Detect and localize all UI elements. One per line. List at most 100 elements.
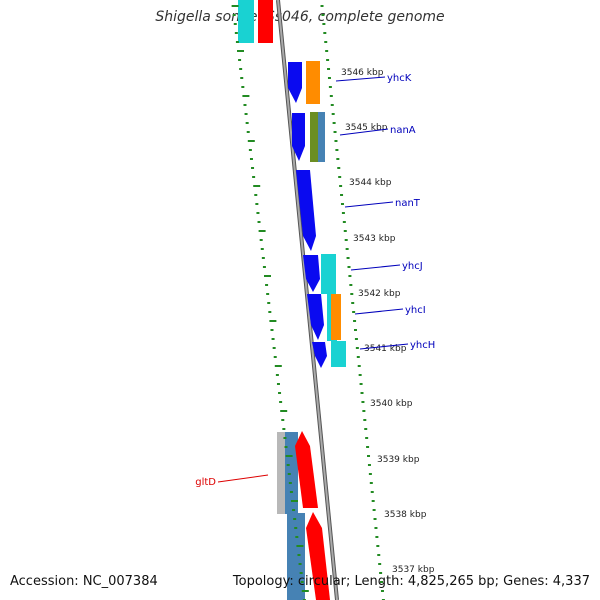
track-dot — [373, 518, 377, 520]
gene-label-yhcJ: yhcJ — [402, 261, 423, 272]
track-dot — [362, 410, 366, 412]
track-dot — [350, 293, 354, 295]
track-dot — [345, 248, 349, 250]
track-dot — [235, 41, 239, 43]
track-dot — [378, 563, 382, 565]
track-dot — [357, 365, 361, 367]
track-dot — [255, 203, 259, 205]
kbp-labels: 3546 kbp 3545 kbp 3544 kbp 3543 kbp 3542 kbp… — [341, 68, 435, 575]
gene-leader-line — [359, 343, 409, 350]
gene-arrow-yhcK — [288, 62, 302, 103]
gene-arrow-nanT — [296, 170, 316, 251]
gene-leader-line — [344, 201, 394, 208]
track-dot — [248, 149, 252, 151]
track-dot — [327, 68, 331, 70]
gene-label-yhcI: yhcI — [405, 305, 426, 316]
track-dot — [352, 311, 356, 313]
gene-arrow-nanA — [292, 113, 305, 161]
track-dot — [266, 293, 270, 295]
track-dot — [320, 5, 324, 7]
track-dot — [234, 32, 238, 34]
gene-arrow-yhcJ — [303, 255, 320, 292]
gene-label-nanT: nanT — [395, 198, 421, 209]
gene-leader-line — [350, 264, 401, 271]
kbp-label: 3546 kbp — [341, 68, 384, 78]
kbp-label: 3542 kbp — [358, 289, 401, 299]
track-dot — [325, 50, 329, 52]
track-dot — [339, 185, 343, 187]
track-dot — [241, 86, 245, 88]
track-dot — [296, 545, 304, 547]
track-dot — [349, 284, 353, 286]
track-dot — [377, 554, 381, 556]
track-dot — [231, 5, 239, 7]
track-dot — [257, 221, 261, 223]
track-dot — [331, 113, 335, 115]
track-dot — [327, 77, 331, 79]
accession-text: Accession: NC_007384 — [10, 574, 158, 589]
track-dot — [295, 536, 299, 538]
track-dot — [274, 365, 282, 367]
track-dot — [298, 563, 302, 565]
track-dot — [356, 356, 360, 358]
track-dot — [301, 590, 309, 592]
track-dot — [259, 239, 263, 241]
feature-steel-2 — [285, 432, 298, 514]
track-dot — [271, 338, 275, 340]
track-dot — [233, 23, 237, 25]
gene-label-nanA: nanA — [390, 125, 416, 136]
feature-steel-3 — [287, 513, 305, 600]
track-dot — [292, 509, 296, 511]
track-dot — [258, 230, 266, 232]
track-dot — [294, 527, 298, 529]
track-dot — [246, 131, 250, 133]
track-dot — [273, 356, 277, 358]
feature-cyan-3 — [331, 341, 346, 367]
track-dot — [363, 419, 367, 421]
kbp-label: 3537 kbp — [392, 565, 435, 575]
track-dot — [291, 500, 298, 502]
track-dot — [380, 590, 384, 592]
track-dot — [374, 527, 378, 529]
track-dot — [359, 383, 363, 385]
track-dot — [252, 176, 256, 178]
track-dot — [364, 428, 368, 430]
track-dot — [322, 23, 326, 25]
track-dot — [260, 248, 264, 250]
track-dot — [380, 581, 384, 583]
track-dot — [360, 392, 364, 394]
feature-orange-2 — [331, 294, 341, 340]
track-dot — [376, 545, 380, 547]
track-dot — [288, 482, 292, 484]
track-dot — [367, 455, 371, 457]
kbp-label: 3545 kbp — [345, 123, 388, 133]
track-dot — [293, 518, 297, 520]
gene-labels: yhcK nanA nanT yhcJ yhcI yhcH gltD — [195, 73, 435, 488]
track-dot — [375, 536, 379, 538]
track-dot — [370, 491, 374, 493]
track-dot — [297, 554, 301, 556]
track-dot — [330, 104, 334, 106]
gene-leader-line — [354, 308, 404, 315]
track-dot — [249, 158, 253, 160]
kbp-label: 3541 kbp — [364, 344, 407, 354]
map-title: Shigella sonnei Ss046, complete genome — [155, 9, 445, 25]
track-dot — [358, 374, 362, 376]
track-dot — [247, 140, 255, 142]
track-dot — [321, 14, 325, 16]
track-dot — [279, 401, 283, 403]
track-dot — [238, 59, 242, 61]
track-dot — [361, 401, 365, 403]
track-dot — [342, 221, 346, 223]
gene-arrow-red-2 — [306, 512, 330, 600]
kbp-label: 3538 kbp — [384, 510, 427, 520]
track-dot — [232, 14, 236, 16]
track-dot — [251, 167, 255, 169]
track-dot — [300, 581, 304, 583]
track-dot — [366, 446, 370, 448]
track-dot — [262, 266, 266, 268]
track-dot — [276, 383, 280, 385]
gene-leader-line — [217, 474, 269, 483]
track-dot — [367, 464, 371, 466]
